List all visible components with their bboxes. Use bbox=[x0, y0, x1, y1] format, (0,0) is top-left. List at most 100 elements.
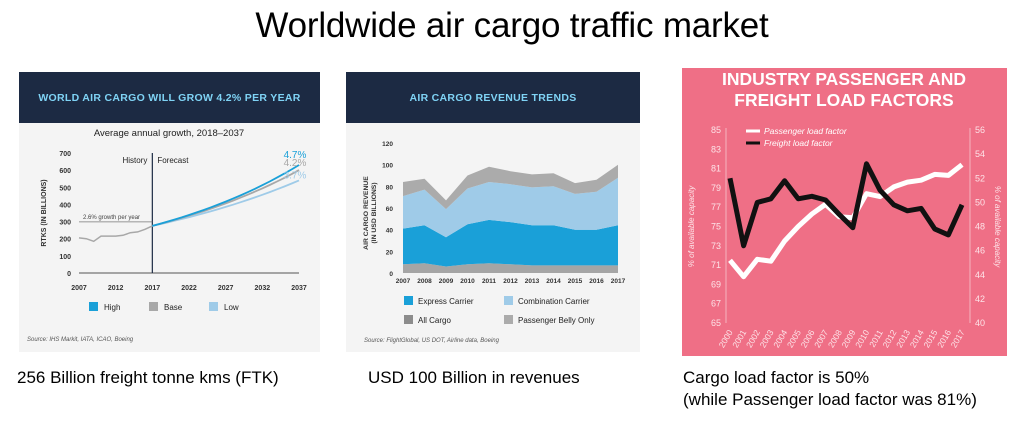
y-right-tick-label: 44 bbox=[975, 270, 985, 280]
history-label: History bbox=[122, 156, 147, 165]
area-express-carrier bbox=[403, 219, 618, 267]
y-tick-label: 0 bbox=[67, 271, 71, 278]
x-tick-label: 2017 bbox=[611, 278, 626, 285]
y-left-axis-label: % of available capacity bbox=[687, 185, 696, 267]
y-right-tick-label: 46 bbox=[975, 246, 985, 256]
y-axis-label: RTKS (IN BILLIONS) bbox=[41, 179, 48, 246]
x-tick-label: 2017 bbox=[145, 285, 161, 292]
legend-label-all-cargo: All Cargo bbox=[418, 316, 451, 325]
x-tick-label: 2014 bbox=[546, 278, 561, 285]
y-right-tick-label: 54 bbox=[975, 149, 985, 159]
y-left-tick-label: 65 bbox=[711, 318, 721, 328]
x-tick-label: 2011 bbox=[482, 278, 496, 285]
page-title: Worldwide air cargo traffic market bbox=[255, 6, 769, 45]
y-left-tick-label: 81 bbox=[711, 164, 721, 174]
end-label-high: 4.7% bbox=[284, 150, 307, 161]
legend-label-freight-load-factor: Freight load factor bbox=[764, 138, 834, 148]
area-combination-carrier bbox=[403, 177, 618, 238]
y-left-tick-label: 67 bbox=[711, 299, 721, 309]
source-note: Source: IHS Markit, IATA, ICAO, Boeing bbox=[27, 337, 134, 343]
y-tick-label: 20 bbox=[386, 249, 394, 256]
x-tick-label: 2037 bbox=[291, 285, 307, 292]
legend-label-base: Base bbox=[164, 303, 183, 312]
legend-label-combination-carrier: Combination Carrier bbox=[518, 297, 590, 306]
legend-label-passenger-belly-only: Passenger Belly Only bbox=[518, 316, 594, 325]
y-left-tick-label: 83 bbox=[711, 144, 721, 154]
legend-label-high: High bbox=[104, 303, 120, 312]
series-line-passenger-load-factor bbox=[728, 162, 964, 280]
caption-cargo-load: Cargo load factor is 50% bbox=[683, 368, 870, 387]
y-tick-label: 80 bbox=[386, 184, 394, 191]
revenue-trends-banner: AIR CARGO REVENUE TRENDS bbox=[346, 72, 640, 123]
y-left-tick-label: 77 bbox=[711, 202, 721, 212]
y-tick-label: 40 bbox=[386, 228, 394, 235]
y-tick-label: 500 bbox=[59, 185, 71, 192]
y-right-tick-label: 42 bbox=[975, 294, 985, 304]
x-tick-label: 2012 bbox=[108, 285, 124, 292]
y-tick-label: 200 bbox=[59, 237, 71, 244]
legend-label-express-carrier: Express Carrier bbox=[418, 297, 474, 306]
y-tick-label: 300 bbox=[59, 220, 71, 227]
area-passenger-belly-only bbox=[403, 164, 618, 210]
legend-swatch-all-cargo bbox=[404, 315, 413, 324]
y-right-tick-label: 50 bbox=[975, 197, 985, 207]
y-left-tick-label: 69 bbox=[711, 279, 721, 289]
legend-label-low: Low bbox=[224, 303, 239, 312]
cargo-growth-panel: WORLD AIR CARGO WILL GROW 4.2% PER YEAR … bbox=[19, 72, 320, 352]
y-left-tick-label: 85 bbox=[711, 125, 721, 135]
x-tick-label: 2015 bbox=[568, 278, 583, 285]
y-tick-label: 60 bbox=[386, 206, 394, 213]
chart-title-line: FREIGHT LOAD FACTORS bbox=[734, 90, 953, 110]
legend-swatch-low bbox=[209, 302, 218, 311]
y-axis-label-line: (IN USD BILLIONS) bbox=[371, 182, 378, 243]
x-tick-label: 2008 bbox=[417, 278, 432, 285]
y-right-tick-label: 40 bbox=[975, 318, 985, 328]
y-tick-label: 700 bbox=[59, 151, 71, 158]
revenue-trends-panel: AIR CARGO REVENUE TRENDS 0 20 40 60 80 100 120… bbox=[346, 72, 640, 352]
legend-swatch-high bbox=[89, 302, 98, 311]
y-left-tick-label: 75 bbox=[711, 222, 721, 232]
legend-label-passenger-load-factor: Passenger load factor bbox=[764, 126, 848, 136]
forecast-label: Forecast bbox=[157, 156, 189, 165]
y-tick-label: 600 bbox=[59, 168, 71, 175]
end-label-base: 4.2% bbox=[284, 158, 307, 169]
legend-swatch-base bbox=[149, 302, 158, 311]
caption-ftk: 256 Billion freight tonne kms (FTK) bbox=[17, 368, 279, 387]
legend-swatch-combination-carrier bbox=[504, 296, 513, 305]
y-left-tick-label: 71 bbox=[711, 260, 721, 270]
y-tick-label: 120 bbox=[382, 141, 393, 148]
y-left-tick-label: 79 bbox=[711, 183, 721, 193]
load-factors-panel: INDUSTRY PASSENGER AND FREIGHT LOAD FACTO… bbox=[682, 68, 1007, 356]
y-right-axis-label: % of available capacity bbox=[993, 186, 1002, 268]
x-tick-label: 2009 bbox=[439, 278, 454, 285]
y-tick-label: 100 bbox=[59, 254, 71, 261]
caption-passenger-load: (while Passenger load factor was 81%) bbox=[683, 390, 977, 409]
chart-title-line: INDUSTRY PASSENGER AND bbox=[722, 69, 966, 89]
x-tick-label: 2010 bbox=[460, 278, 475, 285]
y-right-tick-label: 48 bbox=[975, 222, 985, 232]
y-axis-label-line: AIR CARGO REVENUE bbox=[363, 176, 370, 250]
y-left-tick-label: 73 bbox=[711, 241, 721, 251]
y-tick-label: 0 bbox=[389, 271, 393, 278]
series-line-high bbox=[152, 164, 300, 227]
x-tick-label: 2007 bbox=[396, 278, 411, 285]
area-all-cargo bbox=[403, 263, 618, 273]
revenue-trends-chart: 0 20 40 60 80 100 120 2007 2008 2009 2010 2011 2012 2… bbox=[363, 141, 626, 344]
chart-title: Average annual growth, 2018–2037 bbox=[94, 128, 244, 139]
series-line-freight-load-factor bbox=[727, 161, 965, 249]
x-tick-label: 2013 bbox=[525, 278, 540, 285]
x-tick-label: 2010 bbox=[853, 328, 871, 350]
legend-swatch-express-carrier bbox=[404, 296, 413, 305]
end-label-low: 3.7% bbox=[284, 170, 307, 181]
legend-swatch-passenger-belly-only bbox=[504, 315, 513, 324]
x-tick-label: 2016 bbox=[589, 278, 604, 285]
caption-revenue: USD 100 Billion in revenues bbox=[368, 368, 580, 387]
x-tick-label: 2022 bbox=[181, 285, 197, 292]
x-tick-label: 2012 bbox=[503, 278, 518, 285]
x-tick-label: 2007 bbox=[71, 285, 87, 292]
history-line bbox=[78, 225, 153, 243]
y-right-tick-label: 52 bbox=[975, 173, 985, 183]
cargo-growth-banner: WORLD AIR CARGO WILL GROW 4.2% PER YEAR bbox=[19, 72, 320, 123]
y-tick-label: 100 bbox=[382, 163, 393, 170]
